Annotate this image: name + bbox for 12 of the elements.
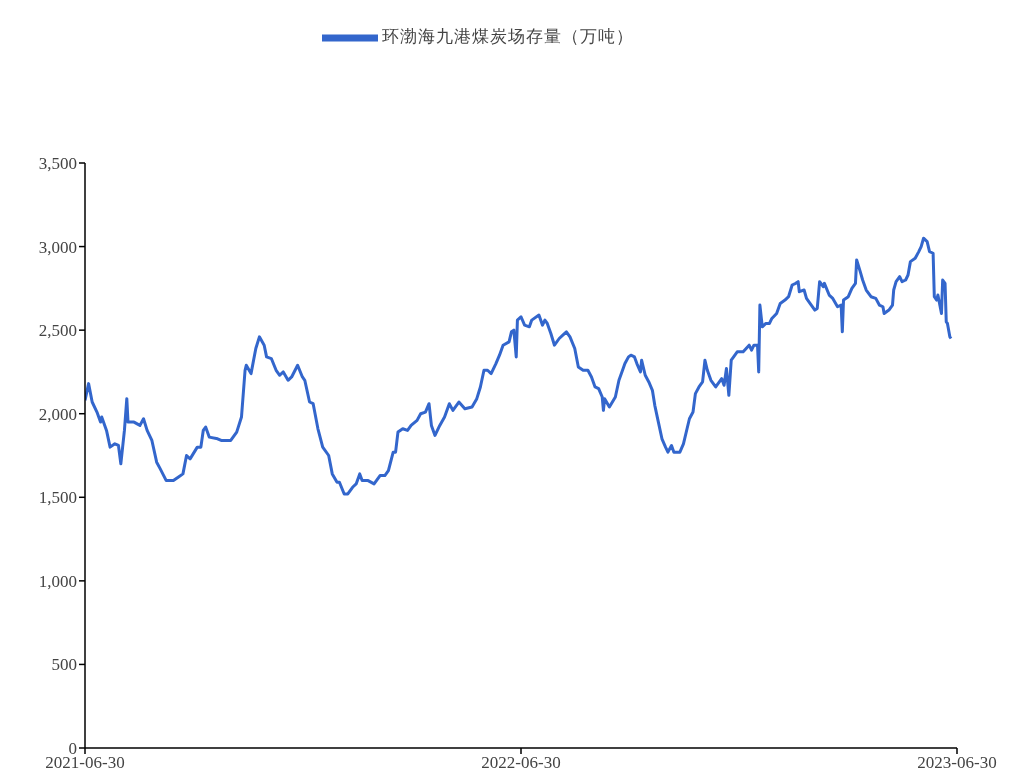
- x-tick-label: 2021-06-30: [45, 753, 125, 773]
- y-tick-label: 3,500: [38, 154, 77, 174]
- y-tick-label: 500: [51, 655, 77, 675]
- x-tick-label: 2023-06-30: [917, 753, 997, 773]
- y-tick-label: 1,000: [38, 571, 77, 591]
- legend-label: 环渤海九港煤炭场存量（万吨）: [381, 26, 634, 46]
- y-tick-label: 2,500: [38, 321, 77, 341]
- y-tick-label: 3,000: [38, 237, 77, 257]
- x-tick-label: 2022-06-30: [481, 753, 561, 773]
- line-series: [85, 236, 953, 496]
- y-tick-label: 2,000: [38, 404, 77, 424]
- y-tick-label: 1,500: [38, 488, 77, 508]
